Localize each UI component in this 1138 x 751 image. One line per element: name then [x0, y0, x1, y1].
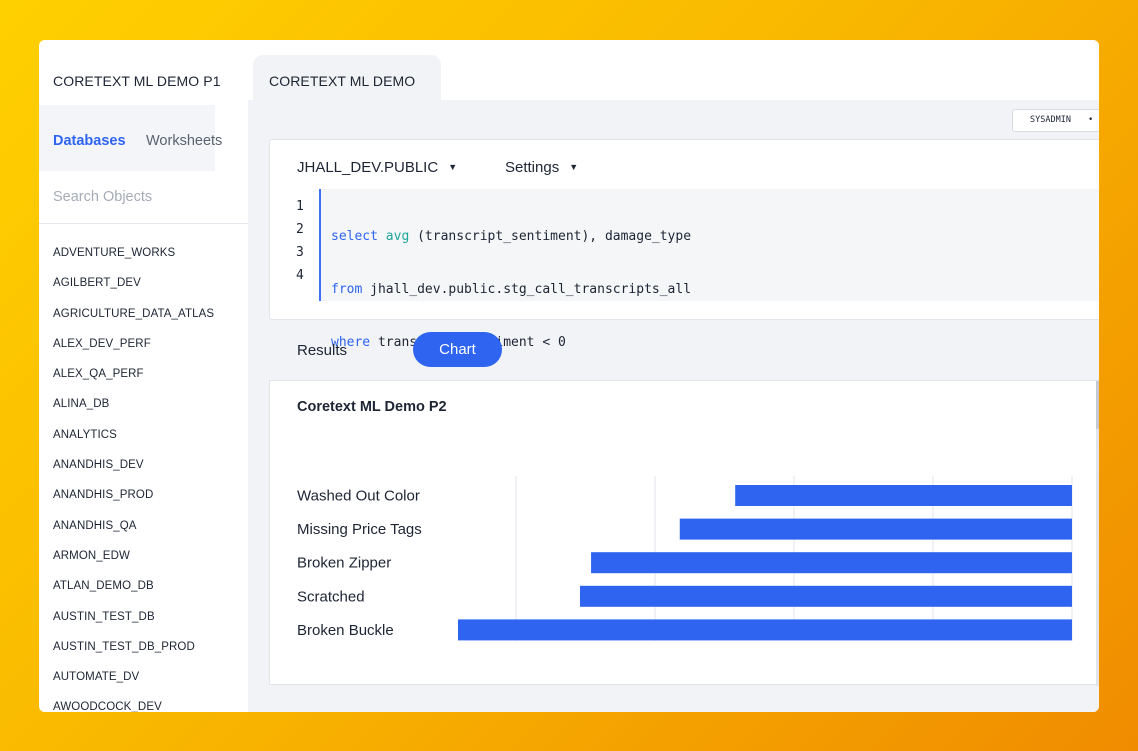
- category-label: Scratched: [297, 588, 365, 605]
- chart-title: Coretext ML Demo P2: [297, 399, 447, 415]
- database-item[interactable]: AWOODCOCK_DEV: [53, 701, 162, 712]
- database-item[interactable]: AUTOMATE_DV: [53, 671, 140, 684]
- database-item[interactable]: AGILBERT_DEV: [53, 277, 141, 290]
- caret-down-icon: ▼: [448, 162, 458, 172]
- database-item[interactable]: ATLAN_DEMO_DB: [53, 580, 154, 593]
- line-number: 1: [296, 199, 304, 214]
- database-item[interactable]: ALEX_QA_PERF: [53, 368, 144, 381]
- bar[interactable]: [591, 552, 1072, 574]
- category-label: Washed Out Color: [297, 488, 420, 505]
- main-area: SYSADMIN • JHALL_DEV.PUBLIC ▼ Settings ▼ 1…: [248, 100, 1099, 712]
- scrollbar-thumb[interactable]: [1096, 381, 1099, 429]
- database-item[interactable]: AGRICULTURE_DATA_ATLAS: [53, 307, 215, 320]
- chart-panel: Coretext ML Demo P2 Washed Out Color Miss…: [269, 380, 1099, 686]
- sql-line-3: where transcript_sentiment < 0: [331, 335, 566, 350]
- database-item[interactable]: ALINA_DB: [53, 398, 110, 411]
- role-caret-icon: •: [1088, 115, 1094, 125]
- code-editor[interactable]: 1 2 3 4 select avg (transcript_sentiment…: [270, 189, 1099, 403]
- database-item[interactable]: ARMON_EDW: [53, 549, 130, 562]
- app-window: CORETEXT ML DEMO P1 CORETEXT ML DEMO P2 …: [39, 40, 1099, 712]
- tab-worksheets[interactable]: Worksheets: [146, 133, 223, 149]
- tab-databases[interactable]: Databases: [53, 133, 126, 149]
- sql-line-2: from jhall_dev.public.stg_call_transcrip…: [331, 282, 692, 297]
- database-item[interactable]: AUSTIN_TEST_DB_PROD: [53, 640, 195, 653]
- database-item[interactable]: AUSTIN_TEST_DB: [53, 610, 155, 623]
- sidebar: Databases Worksheets Search Objects ADVE…: [39, 105, 252, 712]
- settings-label: Settings: [505, 159, 560, 176]
- database-dropdown[interactable]: JHALL_DEV.PUBLIC ▼: [297, 159, 457, 176]
- database-item[interactable]: ADVENTURE_WORKS: [53, 247, 176, 259]
- bar[interactable]: [679, 518, 1072, 540]
- database-item[interactable]: ANANDHIS_DEV: [53, 459, 144, 472]
- database-item[interactable]: ANALYTICS: [53, 428, 117, 441]
- bar[interactable]: [579, 585, 1072, 607]
- sql-text-area[interactable]: select avg (transcript_sentiment), damag…: [319, 189, 1099, 403]
- tab-bar: CORETEXT ML DEMO P1 CORETEXT ML DEMO P2: [39, 40, 1099, 142]
- sidebar-tabs: Databases Worksheets: [39, 105, 222, 171]
- tab-coretext-p1[interactable]: CORETEXT ML DEMO P1: [53, 73, 221, 89]
- query-editor-panel: JHALL_DEV.PUBLIC ▼ Settings ▼ 1 2 3 4 sele…: [269, 139, 1099, 403]
- database-item[interactable]: ALEX_DEV_PERF: [53, 337, 151, 350]
- scrollbar[interactable]: [1096, 381, 1099, 686]
- tab-chart[interactable]: Chart: [413, 332, 502, 367]
- category-label: Missing Price Tags: [297, 521, 422, 538]
- role-selector[interactable]: SYSADMIN •: [1012, 109, 1099, 132]
- database-item[interactable]: ANANDHIS_QA: [53, 519, 137, 532]
- bar[interactable]: [458, 619, 1072, 641]
- line-number: 2: [296, 222, 304, 237]
- sql-line-1: select avg (transcript_sentiment), damag…: [331, 229, 692, 244]
- line-numbers: 1 2 3 4: [296, 199, 304, 291]
- database-list: ADVENTURE_WORKS AGILBERT_DEV AGRICULTURE_D…: [53, 247, 214, 712]
- settings-dropdown[interactable]: Settings ▼: [505, 159, 578, 176]
- bar[interactable]: [735, 485, 1072, 506]
- search-divider: [39, 223, 252, 224]
- role-label: SYSADMIN: [1030, 115, 1071, 125]
- search-input[interactable]: Search Objects: [53, 189, 153, 205]
- caret-down-icon: ▼: [569, 162, 579, 172]
- tab-coretext-p2[interactable]: CORETEXT ML DEMO P2: [253, 55, 441, 142]
- category-label: Broken Buckle: [297, 622, 394, 639]
- database-item[interactable]: ANANDHIS_PROD: [53, 489, 154, 502]
- tab-results[interactable]: Results: [297, 342, 348, 359]
- line-number: 3: [296, 245, 304, 260]
- bar-chart: Washed Out Color Missing Price Tags Broken…: [297, 476, 1073, 641]
- category-label: Broken Zipper: [297, 555, 391, 572]
- database-label: JHALL_DEV.PUBLIC: [297, 159, 439, 176]
- line-number: 4: [296, 268, 304, 283]
